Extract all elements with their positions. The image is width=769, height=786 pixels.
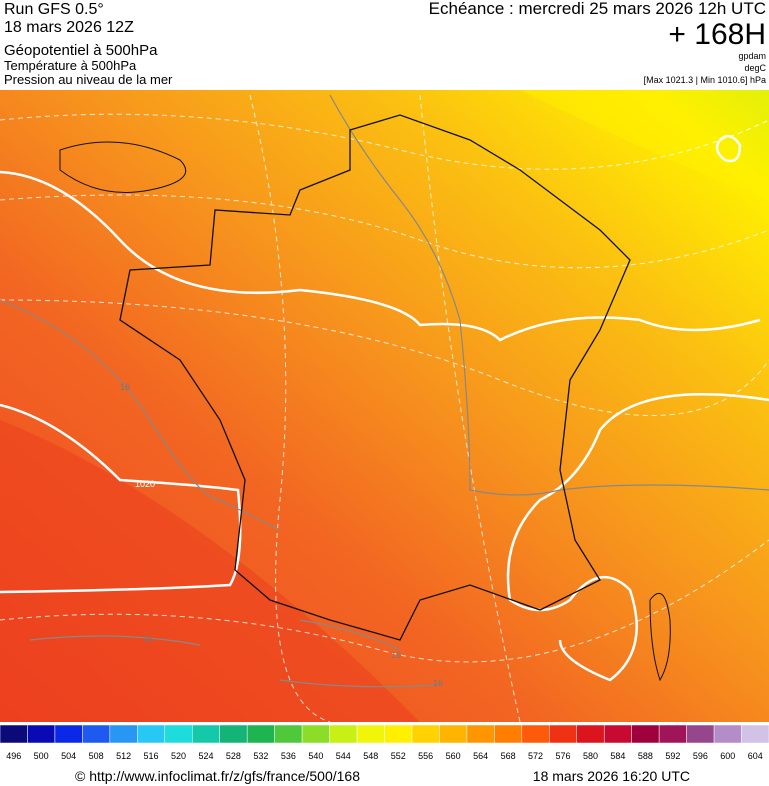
contour-label: 16 [120, 382, 130, 392]
colorbar-label: 584 [610, 751, 625, 761]
colorbar-label: 548 [363, 751, 378, 761]
geopotential-contours [0, 134, 769, 682]
map: 16 1020 16 16 16 [0, 90, 769, 723]
colorbar-cell [356, 724, 385, 744]
colorbar-label: 536 [281, 751, 296, 761]
colorbar-label: 512 [116, 751, 131, 761]
colorbar-label: 576 [556, 751, 571, 761]
colorbar-cell [576, 724, 605, 744]
corsica [649, 592, 671, 682]
colorbar-cell [54, 724, 83, 744]
colorbar-cell [631, 724, 660, 744]
colorbar-cell [109, 724, 138, 744]
lead-time: + 168H [668, 18, 766, 51]
colorbar-label: 604 [748, 751, 763, 761]
colorbar-cell [713, 724, 742, 744]
run-title: Run GFS 0.5° [4, 1, 104, 18]
france-border [119, 114, 631, 641]
colorbar-label: 568 [501, 751, 516, 761]
contour-label: 16 [433, 678, 443, 688]
field-1: Géopotentiel à 500hPa [4, 42, 158, 59]
colorbar-cell [741, 724, 769, 744]
unit: degC [744, 63, 766, 73]
colorbar-label: 572 [528, 751, 543, 761]
colorbar-label: 600 [720, 751, 735, 761]
colorbar-cell [384, 724, 413, 744]
colorbar-cell [301, 724, 330, 744]
run-date: 18 mars 2026 12Z [4, 19, 134, 36]
colorbar-label: 496 [6, 751, 21, 761]
colorbar-label: 596 [693, 751, 708, 761]
colorbar-cell [82, 724, 111, 744]
colorbar-cell [494, 724, 523, 744]
valid-time: Echéance : mercredi 25 mars 2026 12h UTC [429, 0, 766, 18]
colorbar-cell [274, 724, 303, 744]
colorbar-label: 524 [198, 751, 213, 761]
field-band [520, 90, 769, 200]
colorbar-cell [411, 724, 440, 744]
footer-url: © http://www.infoclimat.fr/z/gfs/france/… [75, 768, 360, 784]
colorbar-label: 528 [226, 751, 241, 761]
colorbar-cell [603, 724, 632, 744]
colorbar-cell [439, 724, 468, 744]
contour-label: 16 [391, 650, 401, 660]
contour-label: 1020 [135, 479, 155, 489]
colorbar-cell [521, 724, 550, 744]
colorbar-label: 504 [61, 751, 76, 761]
footer-stamp: 18 mars 2026 16:20 UTC [533, 768, 690, 784]
colorbar-label: 516 [144, 751, 159, 761]
colorbar-cell [246, 724, 275, 744]
colorbar-cell [686, 724, 715, 744]
colorbar-label: 520 [171, 751, 186, 761]
colorbar-cell [549, 724, 577, 744]
colorbar-cell [192, 724, 220, 744]
colorbar-cell [27, 724, 56, 744]
colorbar-cell [137, 724, 166, 744]
unit: gpdam [738, 51, 766, 61]
colorbar-label: 588 [638, 751, 653, 761]
colorbar-label: 592 [665, 751, 680, 761]
colorbar-label: 532 [253, 751, 268, 761]
contour-label: 16 [143, 634, 153, 644]
colorbar-cell [219, 724, 248, 744]
colorbar-cell [466, 724, 495, 744]
colorbar-label: 500 [34, 751, 49, 761]
pressure-contours [0, 94, 769, 688]
field-2: Température à 500hPa [4, 58, 137, 73]
colorbar-label: 580 [583, 751, 598, 761]
colorbar-label: 544 [336, 751, 351, 761]
colorbar-label: 560 [446, 751, 461, 761]
field-band [0, 420, 420, 722]
colorbar-cell [658, 724, 687, 744]
colorbar-cell [329, 724, 358, 744]
colorbar-label: 556 [418, 751, 433, 761]
colorbar-label: 508 [89, 751, 104, 761]
colorbar-cell [0, 724, 28, 744]
colorbar-label: 540 [308, 751, 323, 761]
colorbar-label: 552 [391, 751, 406, 761]
colorbar-label: 564 [473, 751, 488, 761]
field-3: Pression au niveau de la mer [4, 72, 173, 87]
temperature-contours [0, 94, 769, 723]
coastline [59, 141, 187, 193]
range: [Max 1021.3 | Min 1010.6] hPa [644, 75, 766, 85]
colorbar-cell [164, 724, 193, 744]
